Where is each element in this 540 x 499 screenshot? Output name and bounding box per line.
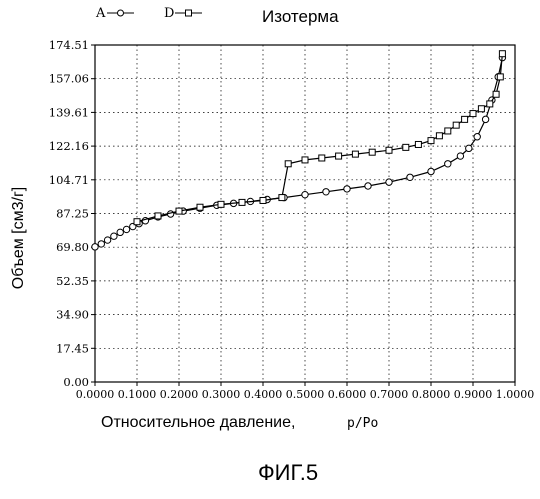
data-point-A [123,226,129,232]
data-point-D [428,138,434,144]
legend-label-A: A [95,6,106,21]
series-A [92,54,506,250]
y-axis-ticks: 0.00 17.45 34.90 52.35 69.80 87.25 104.71 122.1… [49,38,95,389]
data-point-D [487,101,493,107]
data-point-A [457,153,463,159]
x-tick-label: 0.0000 [76,388,115,401]
y-tick-label: 157.06 [49,72,89,86]
figure-caption: ФИГ.5 [258,460,318,485]
data-point-D [470,111,476,117]
data-point-D [445,128,451,134]
data-point-A [386,179,392,185]
y-tick-label: 52.35 [56,274,89,288]
x-tick-label: 1.0000 [496,388,535,401]
data-point-D [260,197,266,203]
y-tick-label: 17.45 [56,341,89,355]
data-point-A [302,191,308,197]
data-point-A [428,168,434,174]
data-point-A [92,244,98,250]
data-point-D [403,144,409,150]
data-point-D [462,116,468,122]
x-tick-label: 0.8000 [412,388,451,401]
data-point-D [415,141,421,147]
x-tick-label: 0.1000 [118,388,157,401]
y-tick-label: 34.90 [56,308,89,322]
series-D [134,51,505,225]
x-axis-label: Относительное давление, [101,414,295,431]
data-point-A [323,189,329,195]
y-tick-label: 87.25 [56,207,89,221]
series-layer [92,51,506,250]
data-point-D [436,133,442,139]
data-point-A [117,229,123,235]
data-point-D [499,51,505,57]
series-line-D [137,54,502,222]
data-point-D [319,155,325,161]
data-point-D [352,151,358,157]
data-point-A [445,161,451,167]
data-point-A [104,237,110,243]
data-point-D [302,157,308,163]
data-point-A [482,116,488,122]
data-point-D [197,204,203,210]
chart-title: Изотерма [262,7,339,26]
data-point-A [111,233,117,239]
data-point-A [474,134,480,140]
y-tick-label: 0.00 [63,375,89,389]
data-point-D [478,106,484,112]
data-point-A [407,174,413,180]
y-tick-label: 122.16 [49,139,89,153]
data-point-D [285,161,291,167]
x-tick-label: 0.4000 [244,388,283,401]
x-tick-label: 0.6000 [328,388,367,401]
data-point-D [336,153,342,159]
legend-marker-A [118,10,124,16]
data-point-A [466,145,472,151]
data-point-D [279,195,285,201]
y-tick-label: 104.71 [49,173,89,187]
data-point-D [493,91,499,97]
data-point-D [134,219,140,225]
legend-marker-D [186,10,192,16]
legend-label-D: D [164,6,174,21]
x-axis-ticks: 0.00000.10000.20000.30000.40000.50000.60… [76,382,535,401]
data-point-A [365,183,371,189]
x-tick-label: 0.9000 [454,388,493,401]
y-tick-label: 139.61 [49,105,89,119]
data-point-D [239,199,245,205]
data-point-D [155,213,161,219]
data-point-D [176,208,182,214]
x-tick-label: 0.5000 [286,388,325,401]
data-point-A [344,186,350,192]
data-point-D [453,122,459,128]
legend: AD [95,6,202,21]
data-point-D [218,201,224,207]
x-tick-label: 0.7000 [370,388,409,401]
data-point-D [369,149,375,155]
y-axis-label: Объем [см3/г] [10,187,27,290]
data-point-D [386,147,392,153]
data-point-D [497,74,503,80]
x-axis-unit: p/Po [347,416,378,431]
x-tick-label: 0.3000 [202,388,241,401]
data-point-A [98,241,104,247]
x-tick-label: 0.2000 [160,388,199,401]
y-tick-label: 69.80 [56,240,89,254]
y-tick-label: 174.51 [49,38,89,52]
